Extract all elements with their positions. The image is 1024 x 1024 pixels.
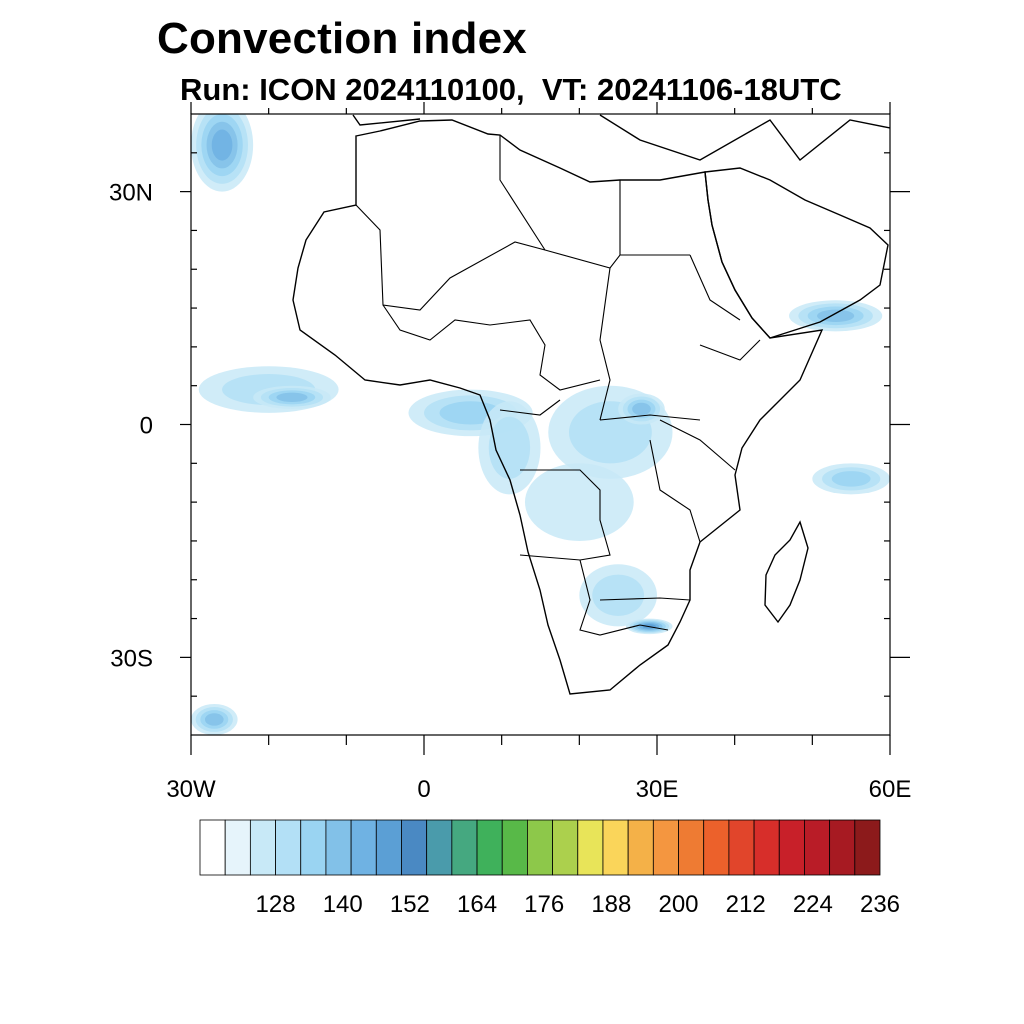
colorbar-swatch xyxy=(602,819,629,876)
colorbar-swatch xyxy=(778,819,805,876)
lat-tick-label: 30N xyxy=(109,180,153,207)
colorbar-swatch xyxy=(476,819,503,876)
convection-cell xyxy=(276,392,308,402)
colorbar-label: 140 xyxy=(323,891,363,918)
colorbar-swatch xyxy=(501,819,528,876)
lat-tick-label: 30S xyxy=(110,645,153,672)
colorbar-swatch xyxy=(275,819,302,876)
colorbar-swatch xyxy=(199,819,226,876)
chart-title: Convection index xyxy=(157,14,527,63)
chart-subtitle: Run: ICON 2024110100, VT: 20241106-18UTC xyxy=(180,72,842,107)
colorbar-swatch xyxy=(375,819,402,876)
lat-tick-label: 0 xyxy=(140,413,153,440)
colorbar-label: 188 xyxy=(591,891,631,918)
lon-tick-label: 0 xyxy=(417,776,430,803)
convection-cell xyxy=(831,471,871,487)
convection-cell xyxy=(204,713,224,726)
mediterranean-north-coast xyxy=(352,114,890,161)
convection-cell xyxy=(211,129,233,161)
colorbar-swatch xyxy=(678,819,705,876)
axis-ticks xyxy=(180,102,910,755)
colorbar-labels: 128 140 152 164 176 188 200 212 224 236 xyxy=(256,891,900,918)
colorbar-swatch xyxy=(829,819,856,876)
map-frame xyxy=(190,113,891,736)
colorbar-swatch xyxy=(401,819,428,876)
colorbar-label: 236 xyxy=(860,891,900,918)
africa-coastline xyxy=(292,119,824,695)
colorbar-swatch xyxy=(577,819,604,876)
country-borders xyxy=(355,135,761,636)
colorbar-label: 176 xyxy=(524,891,564,918)
colorbar-swatch xyxy=(728,819,755,876)
colorbar-label: 164 xyxy=(457,891,497,918)
colorbar-swatch xyxy=(652,819,679,876)
colorbar-swatch xyxy=(527,819,553,876)
colorbar-label: 224 xyxy=(793,891,833,918)
colorbar-swatch xyxy=(224,819,251,876)
colorbar-swatch xyxy=(426,819,453,876)
convection-cell xyxy=(488,416,531,479)
colorbar xyxy=(199,819,881,876)
colorbar-swatch xyxy=(804,819,831,876)
colorbar-swatch xyxy=(854,819,881,876)
colorbar-swatch xyxy=(552,819,579,876)
colorbar-swatch xyxy=(627,819,654,876)
colorbar-swatch xyxy=(350,819,377,876)
colorbar-label: 152 xyxy=(390,891,430,918)
madagascar-coastline xyxy=(764,520,809,624)
colorbar-swatch xyxy=(325,819,352,876)
colorbar-swatch xyxy=(451,819,478,876)
colorbar-label: 128 xyxy=(256,891,296,918)
convection-cell xyxy=(592,574,645,616)
convection-cell xyxy=(524,463,634,541)
colorbar-swatch xyxy=(249,819,276,876)
lon-tick-label: 60E xyxy=(869,776,912,803)
arabia-coastline xyxy=(704,167,889,339)
convection-cell xyxy=(632,402,651,416)
colorbar-label: 200 xyxy=(658,891,698,918)
convection-field xyxy=(191,114,890,735)
lon-tick-label: 30W xyxy=(166,776,216,803)
colorbar-swatch xyxy=(703,819,730,876)
colorbar-swatch xyxy=(753,819,780,876)
colorbar-label: 212 xyxy=(726,891,766,918)
axis-labels: 30N 0 30S 30W 0 30E 60E xyxy=(109,180,911,803)
lon-tick-label: 30E xyxy=(636,776,679,803)
colorbar-swatch xyxy=(300,819,327,876)
